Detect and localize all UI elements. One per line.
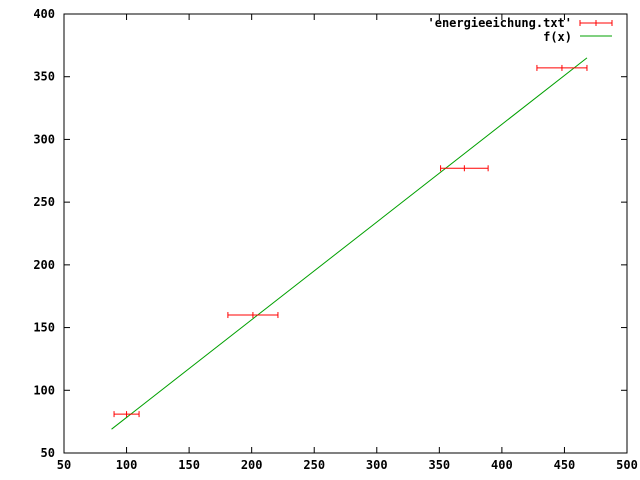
plot-frame [63,13,628,454]
legend-label-data: 'energieeichung.txt' [428,16,573,30]
errorbar-point [536,64,588,71]
y-tick-label: 300 [33,132,55,146]
errorbar-point [440,165,489,172]
errorbar-point [227,312,279,319]
fit-line [111,57,588,430]
x-tick-label: 350 [428,458,450,472]
legend: 'energieeichung.txt' f(x) [428,16,613,44]
x-tick-label: 250 [303,458,325,472]
x-tick-label: 150 [178,458,200,472]
ticks [63,13,628,454]
x-tick-label: 200 [241,458,263,472]
x-tick-label: 500 [616,458,638,472]
x-tick-label: 300 [366,458,388,472]
x-tick-label: 50 [57,458,71,472]
fit-line-group [111,57,588,430]
tick-labels: 50 100 150 200 250 300 350 400 450 500 50 100 150 200… [33,7,638,472]
y-tick-label: 150 [33,321,55,335]
y-tick-label: 100 [33,383,55,397]
legend-sample-data [579,20,613,26]
x-tick-label: 400 [491,458,513,472]
y-tick-label: 350 [33,70,55,84]
y-tick-label: 400 [33,7,55,21]
errorbars [113,64,588,418]
x-tick-label: 450 [554,458,576,472]
y-tick-label: 250 [33,195,55,209]
legend-label-fit: f(x) [543,30,572,44]
y-tick-label: 50 [41,446,55,460]
errorbar-point [113,411,140,418]
y-tick-label: 200 [33,258,55,272]
x-tick-label: 100 [116,458,138,472]
